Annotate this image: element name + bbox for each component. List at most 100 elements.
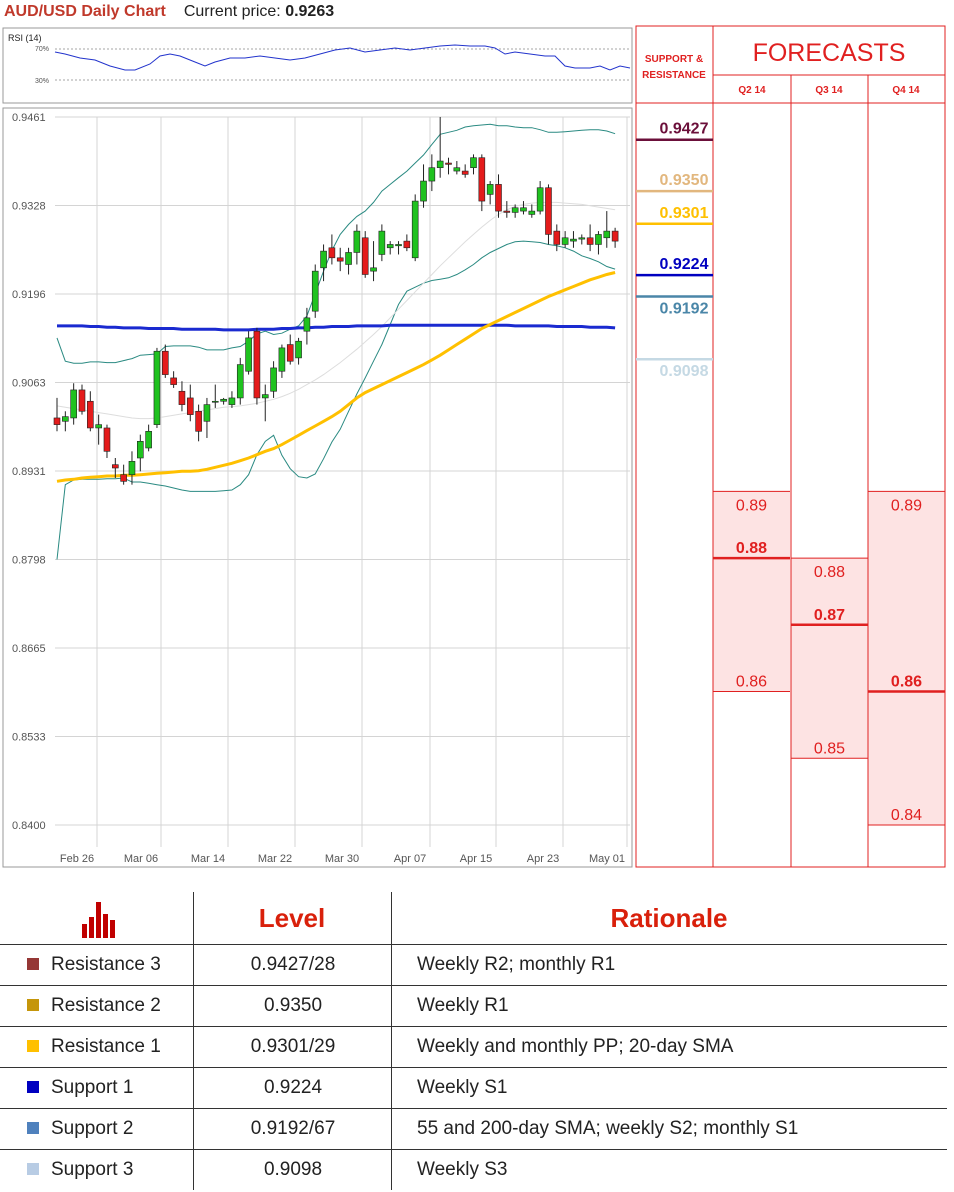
candle-body <box>603 230 611 239</box>
y-tick-label: 0.8665 <box>12 643 46 655</box>
level-value: 0.9098 <box>193 1150 392 1190</box>
candle <box>236 357 244 405</box>
candle <box>120 464 127 485</box>
candle <box>553 224 561 252</box>
table-header-divider <box>193 892 194 944</box>
level-value: 0.9224 <box>193 1068 392 1108</box>
candle-body <box>295 340 302 359</box>
candle <box>320 244 327 282</box>
level-value: 0.9427/28 <box>193 945 392 985</box>
candle-body <box>203 404 211 422</box>
y-tick-label: 0.9328 <box>12 201 46 213</box>
candle <box>78 384 86 415</box>
candle <box>453 161 461 175</box>
candle-body <box>378 230 386 255</box>
sr-header-line-2: RESISTANCE <box>642 70 706 81</box>
candle-body <box>286 344 294 362</box>
chart-header: AUD/USD Daily Chart Current price: 0.9263 <box>4 0 334 24</box>
candle-body <box>70 389 77 419</box>
table-row: Support 2 0.9192/67 55 and 200-day SMA; we… <box>0 1108 947 1149</box>
rsi-level-30: 30% <box>35 78 49 85</box>
candle <box>370 241 377 282</box>
level-swatch <box>27 1121 39 1134</box>
bollinger-upper-line <box>56 123 616 364</box>
candle-body <box>336 257 344 262</box>
candle-body <box>561 237 569 245</box>
level-name-text: Support 2 <box>51 1118 134 1139</box>
candle <box>145 424 152 452</box>
current-price-value: 0.9263 <box>285 3 335 20</box>
forecast-high-label: 0.89 <box>891 497 922 514</box>
candle <box>95 414 102 445</box>
level-name: Support 1 <box>0 1068 193 1108</box>
x-tick-label: Feb 26 <box>60 853 94 865</box>
level-value: 0.9301/29 <box>193 1027 392 1067</box>
x-tick-label: Mar 14 <box>191 853 225 865</box>
candle <box>261 384 269 422</box>
candle <box>253 327 261 405</box>
candle <box>378 224 386 262</box>
candle-body <box>328 247 336 259</box>
level-name-text: Resistance 3 <box>51 954 161 975</box>
candle <box>195 404 202 442</box>
chart-canvas: RSI (14) 70% 30% 0.9461 0.9328 0.9196 0.906… <box>2 25 946 868</box>
level-name-text: Support 1 <box>51 1077 134 1098</box>
candle-body <box>170 377 177 385</box>
y-tick-label: 0.9196 <box>12 289 46 301</box>
level-rationale: 55 and 200-day SMA; weekly S2; monthly S… <box>391 1109 947 1149</box>
candle <box>245 331 252 375</box>
candle <box>411 194 419 262</box>
candle-body <box>445 162 452 165</box>
level-name: Resistance 1 <box>0 1027 193 1067</box>
candle <box>353 224 361 265</box>
candle-body <box>611 230 619 242</box>
candle-body <box>553 230 561 245</box>
forecast-labels: 0.89 0.88 0.86 0.88 0.87 0.85 0.89 0.86 0.84 <box>736 497 922 824</box>
rsi-line <box>54 44 631 71</box>
sr-level-label: 0.9301 <box>660 205 709 222</box>
candle <box>303 307 311 345</box>
y-tick-label: 0.9063 <box>12 378 46 390</box>
candle-body <box>186 397 194 415</box>
candle-body <box>103 427 111 452</box>
candle-body <box>403 240 411 249</box>
table-row: Support 3 0.9098 Weekly S3 <box>0 1149 947 1190</box>
sr-header-line-1: SUPPORT & <box>645 54 703 65</box>
table-header-divider <box>391 892 392 944</box>
x-tick-label: Mar 22 <box>258 853 292 865</box>
candle <box>161 344 169 378</box>
candle-body <box>211 400 219 403</box>
candle-body <box>145 430 152 449</box>
candle-body <box>53 417 61 425</box>
candle <box>403 234 411 252</box>
forecast-ranges <box>713 490 945 826</box>
forecast-low-label: 0.84 <box>891 807 922 824</box>
level-swatch <box>27 1039 39 1052</box>
candle <box>611 227 619 248</box>
table-row: Resistance 3 0.9427/28 Weekly R2; monthly … <box>0 944 947 985</box>
x-tick-label: Apr 15 <box>460 853 492 865</box>
candle-body <box>353 230 361 253</box>
forecast-main-label: 0.88 <box>736 540 767 557</box>
table-row: Resistance 2 0.9350 Weekly R1 <box>0 985 947 1026</box>
level-rationale: Weekly S3 <box>391 1150 947 1190</box>
candle <box>428 154 436 192</box>
candle-body <box>112 464 119 469</box>
candle <box>311 264 319 318</box>
candle <box>578 234 586 245</box>
candle-body <box>395 244 402 247</box>
candle <box>420 164 427 208</box>
rsi-level-70: 70% <box>35 46 49 53</box>
candle-body <box>137 441 144 459</box>
candle-body <box>361 237 369 275</box>
candle <box>178 381 186 412</box>
candle-body <box>320 250 327 269</box>
candle-body <box>270 367 277 392</box>
candle <box>361 231 369 278</box>
x-tick-label: Apr 23 <box>527 853 559 865</box>
forecast-low-label: 0.85 <box>814 740 845 757</box>
forecast-range <box>791 558 868 759</box>
candle <box>137 434 144 472</box>
level-name-text: Resistance 2 <box>51 995 161 1016</box>
candle-body <box>128 461 136 475</box>
